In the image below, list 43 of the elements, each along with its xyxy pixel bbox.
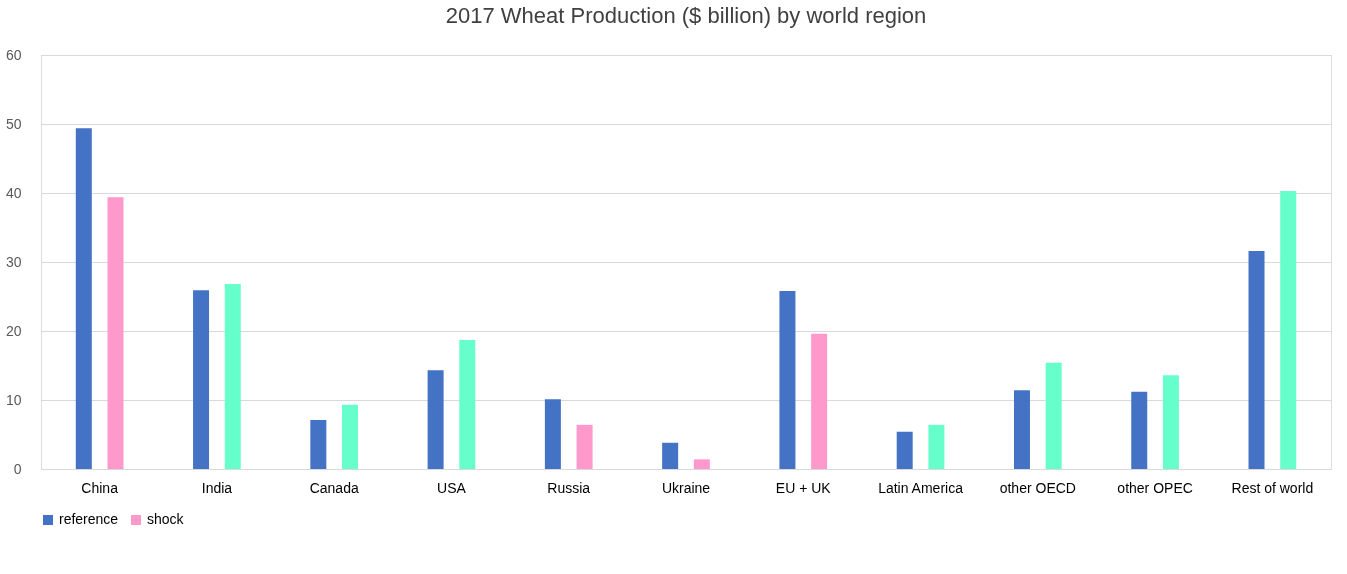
x-tick-label: Ukraine (661, 479, 711, 496)
bar (779, 290, 796, 469)
x-tick-label: USA (437, 479, 467, 496)
y-tick-label: 20 (5, 322, 22, 339)
y-tick-label: 30 (5, 253, 22, 270)
bar (107, 197, 124, 469)
bar (811, 333, 828, 469)
x-tick-label: Russia (547, 479, 591, 496)
x-tick-label: Canada (309, 479, 359, 496)
bar (1280, 190, 1297, 469)
bar (427, 370, 444, 469)
x-tick-label: EU + UK (775, 479, 832, 496)
bar (1013, 390, 1030, 469)
x-tick-label: Rest of world (1231, 479, 1314, 496)
bar (1045, 362, 1062, 469)
bar (75, 128, 92, 469)
bar (193, 290, 210, 469)
bar (896, 431, 913, 469)
x-tick-label: Latin America (878, 479, 964, 496)
y-tick-label: 50 (5, 115, 22, 132)
y-tick-label: 10 (5, 391, 22, 408)
y-tick-label: 0 (13, 460, 22, 477)
legend-label: shock (147, 511, 185, 527)
bar (928, 424, 945, 469)
y-tick-label: 40 (5, 184, 22, 201)
bar (342, 404, 359, 469)
bar (1131, 391, 1148, 469)
x-tick-label: China (81, 479, 119, 496)
bar (693, 459, 710, 469)
x-tick-label: other OPEC (1117, 479, 1193, 496)
legend-label: reference (59, 511, 119, 527)
y-tick-label: 60 (5, 46, 22, 63)
bar (459, 339, 476, 469)
bar (576, 424, 593, 469)
chart-title: 2017 Wheat Production ($ billion) by world region (445, 3, 927, 28)
bar (544, 399, 561, 469)
bar (1248, 250, 1265, 469)
bar (662, 442, 679, 469)
bar (310, 420, 327, 469)
bar (224, 284, 241, 469)
x-tick-label: other OECD (999, 479, 1076, 496)
x-tick-label: India (201, 479, 233, 496)
bar (1162, 375, 1179, 469)
